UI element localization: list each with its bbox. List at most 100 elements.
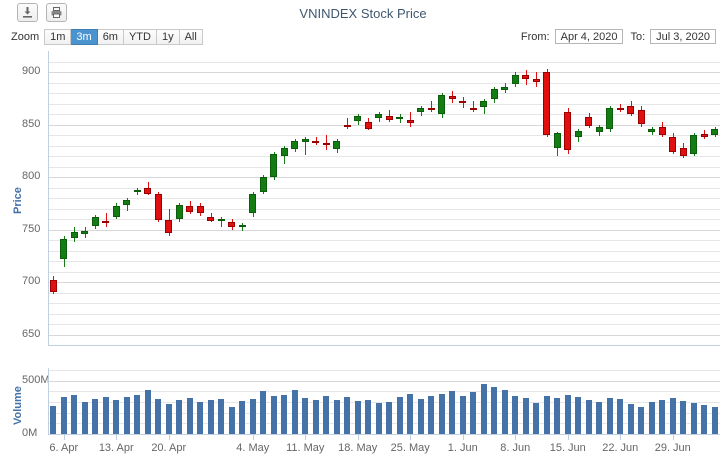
candle-body[interactable] xyxy=(585,117,593,126)
range-button-3m[interactable]: 3m xyxy=(71,29,98,45)
volume-bar[interactable] xyxy=(617,398,624,434)
date-from-input[interactable]: Apr 4, 2020 xyxy=(554,29,624,44)
volume-bar[interactable] xyxy=(449,391,456,434)
candle-body[interactable] xyxy=(690,135,698,154)
volume-bar[interactable] xyxy=(701,405,708,434)
print-icon[interactable] xyxy=(46,3,67,22)
volume-bar[interactable] xyxy=(144,390,151,434)
candle-body[interactable] xyxy=(123,200,131,206)
candle-body[interactable] xyxy=(144,187,152,194)
range-button-1m[interactable]: 1m xyxy=(44,29,72,45)
candle-body[interactable] xyxy=(658,126,666,135)
volume-bar[interactable] xyxy=(134,394,141,434)
volume-bar[interactable] xyxy=(354,401,361,434)
volume-bar[interactable] xyxy=(638,406,645,434)
candle-body[interactable] xyxy=(333,141,341,149)
candle-body[interactable] xyxy=(396,117,404,120)
candle-body[interactable] xyxy=(522,75,530,80)
volume-bar[interactable] xyxy=(165,403,172,434)
volume-bar[interactable] xyxy=(344,397,351,434)
volume-bar[interactable] xyxy=(459,396,466,434)
volume-bar[interactable] xyxy=(50,406,57,434)
volume-bar[interactable] xyxy=(155,398,162,434)
candle-body[interactable] xyxy=(217,219,225,221)
volume-bar[interactable] xyxy=(659,399,666,434)
volume-bar[interactable] xyxy=(102,397,109,434)
volume-bar[interactable] xyxy=(270,396,277,434)
candle-body[interactable] xyxy=(312,141,320,144)
volume-bar[interactable] xyxy=(711,407,718,434)
candle-body[interactable] xyxy=(133,189,141,192)
candle-body[interactable] xyxy=(417,107,425,112)
volume-bar[interactable] xyxy=(522,398,529,434)
candle-body[interactable] xyxy=(480,101,488,107)
volume-bar[interactable] xyxy=(470,392,477,434)
candle-body[interactable] xyxy=(175,205,183,219)
candle-body[interactable] xyxy=(259,177,267,192)
candle-body[interactable] xyxy=(637,109,645,125)
candle-body[interactable] xyxy=(700,133,708,138)
volume-bar[interactable] xyxy=(606,397,613,434)
volume-bar[interactable] xyxy=(438,393,445,434)
candle-body[interactable] xyxy=(196,206,204,213)
candle-body[interactable] xyxy=(490,88,498,100)
volume-bar[interactable] xyxy=(281,395,288,434)
candle-body[interactable] xyxy=(448,96,456,100)
volume-bar[interactable] xyxy=(375,403,382,434)
range-button-1y[interactable]: 1y xyxy=(156,29,180,45)
candle-body[interactable] xyxy=(154,193,162,221)
volume-bar[interactable] xyxy=(113,399,120,434)
candle-body[interactable] xyxy=(375,114,383,119)
volume-bar[interactable] xyxy=(512,396,519,434)
volume-bar[interactable] xyxy=(680,401,687,434)
volume-bar[interactable] xyxy=(386,402,393,434)
candle-body[interactable] xyxy=(501,86,509,90)
volume-bar[interactable] xyxy=(543,395,550,434)
volume-bar[interactable] xyxy=(365,399,372,434)
volume-bar[interactable] xyxy=(417,398,424,434)
volume-bar[interactable] xyxy=(81,402,88,434)
volume-bar[interactable] xyxy=(123,396,130,434)
volume-bar[interactable] xyxy=(186,397,193,434)
candle-body[interactable] xyxy=(627,105,635,114)
candle-body[interactable] xyxy=(669,137,677,152)
candle-body[interactable] xyxy=(511,75,519,84)
candle-body[interactable] xyxy=(102,221,110,224)
volume-bar[interactable] xyxy=(554,397,561,434)
volume-bar[interactable] xyxy=(396,396,403,434)
download-icon[interactable] xyxy=(17,3,38,22)
range-button-6m[interactable]: 6m xyxy=(97,29,124,45)
volume-bar[interactable] xyxy=(428,396,435,434)
volume-bar[interactable] xyxy=(176,400,183,434)
range-button-ytd[interactable]: YTD xyxy=(123,29,157,45)
volume-bar[interactable] xyxy=(627,404,634,434)
volume-bar[interactable] xyxy=(228,406,235,434)
candle-body[interactable] xyxy=(648,128,656,132)
candle-body[interactable] xyxy=(228,222,236,228)
volume-bar[interactable] xyxy=(333,399,340,434)
candle-body[interactable] xyxy=(679,147,687,156)
volume-bar[interactable] xyxy=(575,396,582,434)
candle-body[interactable] xyxy=(270,153,278,177)
candle-body[interactable] xyxy=(343,124,351,127)
candle-body[interactable] xyxy=(564,111,572,150)
candle-body[interactable] xyxy=(606,107,614,129)
candle-body[interactable] xyxy=(49,279,57,293)
candle-body[interactable] xyxy=(249,193,257,213)
candle-body[interactable] xyxy=(301,139,309,143)
volume-bar[interactable] xyxy=(312,399,319,434)
volume-bar[interactable] xyxy=(323,396,330,434)
candle-body[interactable] xyxy=(595,126,603,132)
volume-bar[interactable] xyxy=(501,390,508,434)
candle-body[interactable] xyxy=(406,120,414,124)
volume-bar[interactable] xyxy=(480,383,487,434)
candle-body[interactable] xyxy=(354,116,362,122)
candle-body[interactable] xyxy=(616,107,624,110)
candle-body[interactable] xyxy=(574,130,582,138)
volume-bar[interactable] xyxy=(690,403,697,434)
candle-body[interactable] xyxy=(238,225,246,228)
volume-bar[interactable] xyxy=(533,403,540,434)
volume-bar[interactable] xyxy=(669,398,676,434)
volume-bar[interactable] xyxy=(71,395,78,434)
